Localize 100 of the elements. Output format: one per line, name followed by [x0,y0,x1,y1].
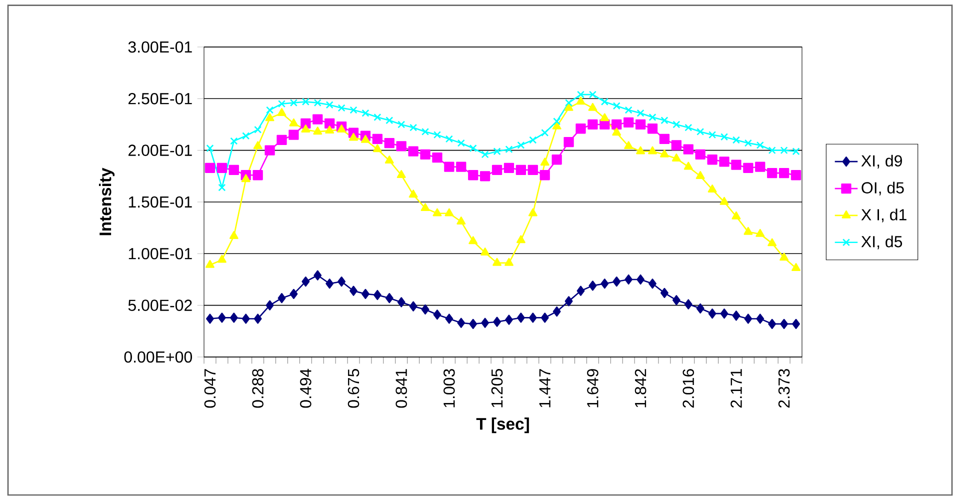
point [373,290,382,300]
point [444,208,454,216]
point [302,98,310,106]
point [469,318,478,329]
y-tick-label: 1.50E-01 [128,196,192,208]
point [790,170,802,180]
point [588,90,596,98]
legend-label: XI, d9 [861,154,902,168]
point [743,162,754,173]
point [228,164,239,176]
point [421,304,430,315]
point [384,156,394,164]
point [493,148,501,156]
point [528,164,538,176]
point [707,154,718,165]
point [720,133,728,141]
point [242,314,250,324]
point [624,141,634,150]
point [408,190,418,198]
point [732,310,740,321]
x-tick-label: 1.842 [634,369,646,408]
point [696,303,704,314]
x-tick-label: 0.494 [300,368,312,408]
x-axis-title: T [sec] [476,418,529,434]
point [254,314,262,324]
point [635,119,646,130]
point [313,126,322,135]
point [719,156,730,167]
legend-label: XI, d5 [861,236,902,250]
point [624,274,633,285]
point [218,312,226,323]
point [564,102,574,111]
point [457,139,465,147]
point [468,236,478,244]
point [206,144,214,152]
point [780,252,789,261]
point [409,301,418,312]
point [337,124,346,133]
point [289,118,298,126]
point [314,270,322,280]
point [266,300,274,310]
point [398,120,406,128]
point [647,124,658,134]
point [648,113,656,122]
point [206,314,214,324]
point [386,116,394,124]
x-tick-label: 1.447 [539,369,550,408]
x-tick-label: 0.047 [204,369,216,408]
point [457,318,466,328]
point [218,184,226,192]
point [254,126,262,134]
point [517,141,525,149]
point [576,90,585,98]
point [576,96,586,105]
point [385,293,394,304]
point [755,162,766,172]
y-tick-label: 2.50E-01 [128,93,192,104]
point [529,136,537,144]
x-tick-label: 1.649 [587,369,598,408]
point [505,146,513,154]
point [481,150,489,158]
y-tick-label: 1.00E-01 [128,248,192,260]
point [372,144,382,152]
point [361,288,370,300]
point [384,138,394,148]
point [671,140,682,150]
point [492,258,502,266]
point [326,101,334,109]
point [302,276,310,287]
point [636,146,646,154]
point [420,203,430,212]
point [541,128,549,137]
point [792,148,800,156]
point [420,149,430,160]
x-tick-label: 0.675 [348,369,360,408]
point [217,254,226,263]
point [288,130,299,140]
point [708,308,716,319]
point [326,278,334,289]
point [432,152,442,163]
point [588,102,598,111]
point [290,288,298,300]
point [301,124,310,133]
point [732,136,740,144]
point [708,184,717,192]
point [421,128,430,136]
point [780,318,788,329]
point [600,98,608,106]
point [660,288,668,298]
point [456,216,466,224]
point [540,158,550,166]
point [290,99,298,107]
point [432,208,442,216]
point [552,154,562,165]
y-axis-title: Intensity [98,168,115,236]
point [266,106,274,114]
point [278,293,286,304]
point [612,276,621,287]
point [588,119,598,130]
point [768,318,776,329]
